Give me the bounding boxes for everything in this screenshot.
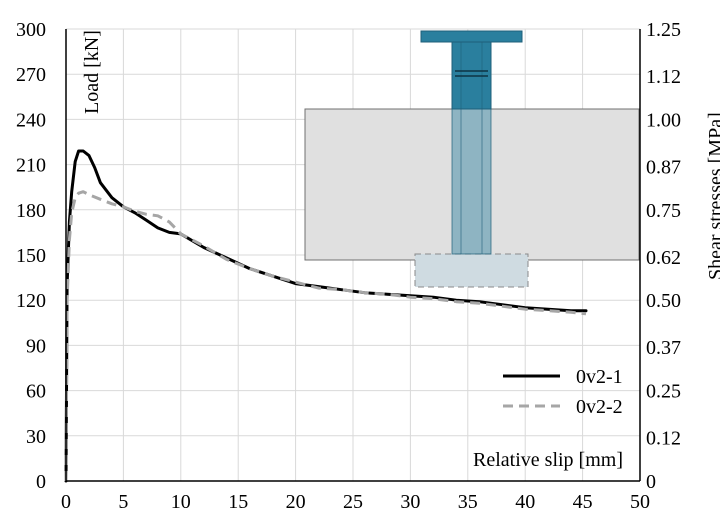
x-tick-label: 5: [118, 491, 128, 513]
x-tick-label: 20: [286, 491, 306, 513]
y-tick-label: 210: [16, 155, 46, 177]
x-tick-label: 45: [573, 491, 593, 513]
chart-ticks: 0 5 10 15 20 25 30 35 40 45 5003060901201501802102…: [16, 19, 681, 513]
legend: 0v2-1 0v2-2: [503, 366, 623, 418]
y-tick-label: 150: [16, 245, 46, 267]
y2-tick-label: 0.62: [646, 247, 681, 269]
y2-tick-label: 1.25: [646, 19, 681, 41]
x-tick-label: 40: [515, 491, 535, 513]
legend-label-0v2-2: 0v2-2: [576, 396, 623, 418]
y-tick-label: 60: [26, 381, 46, 403]
x-tick-label: 15: [228, 491, 248, 513]
x-tick-label: 25: [343, 491, 363, 513]
y2-tick-label: 0.87: [646, 156, 681, 178]
y-tick-label: 120: [16, 290, 46, 312]
y2-tick-label: 1.00: [646, 109, 681, 131]
x-tick-label: 10: [171, 491, 191, 513]
x-tick-label: 0: [61, 491, 71, 513]
base-plate: [414, 253, 529, 288]
steel-column: [451, 40, 492, 110]
y2-tick-label: 1.12: [646, 66, 681, 88]
legend-label-0v2-1: 0v2-1: [576, 366, 623, 388]
y-axis-label: Load [kN]: [81, 30, 103, 114]
x-tick-label: 35: [458, 491, 478, 513]
y2-tick-label: 0.75: [646, 200, 681, 222]
y2-tick-label: 0.25: [646, 381, 681, 403]
x-tick-label: 50: [630, 491, 650, 513]
chart-axes: [65, 29, 641, 482]
y2-tick-label: 0.50: [646, 290, 681, 312]
y-tick-label: 180: [16, 200, 46, 222]
x-axis-label: Relative slip [mm]: [473, 449, 623, 471]
y-tick-label: 90: [26, 335, 46, 357]
y2-tick-label: 0.12: [646, 428, 681, 450]
y-tick-label: 300: [16, 19, 46, 41]
embedded-column: [451, 108, 492, 255]
y-tick-label: 0: [36, 471, 46, 493]
y2-tick-label: 0.37: [646, 337, 681, 359]
y2-axis-label: Shear stresses [MPa]: [705, 112, 720, 280]
specimen-inset: [304, 30, 640, 288]
series-line-0v2-2: [64, 190, 587, 482]
chart-series: [64, 149, 588, 483]
x-tick-label: 30: [400, 491, 420, 513]
top-plate: [420, 30, 523, 43]
y-tick-label: 30: [26, 426, 46, 448]
y-tick-label: 240: [16, 109, 46, 131]
y-tick-label: 270: [16, 64, 46, 86]
y2-tick-label: 0: [646, 471, 656, 493]
